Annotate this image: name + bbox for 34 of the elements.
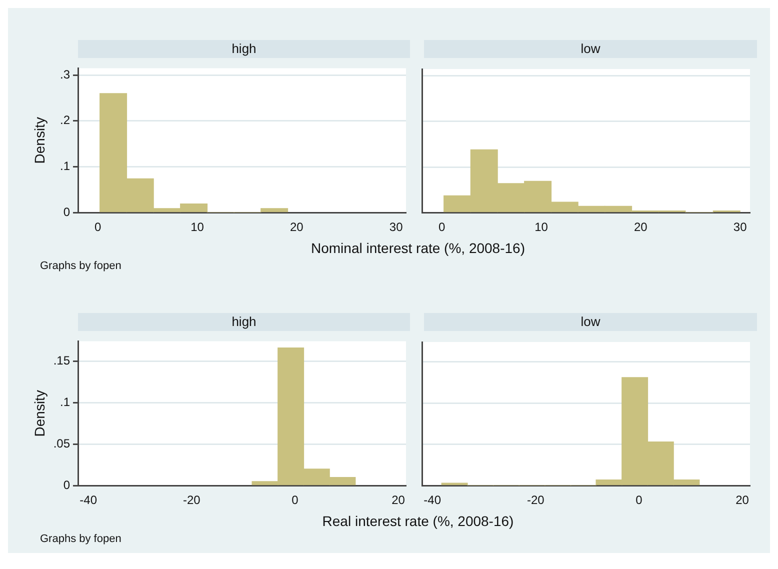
x-tick-label: 0 [636,493,643,508]
y-tick-label: .1 [60,394,70,409]
x-tick-label: 0 [438,220,446,234]
y-tick-label: .2 [60,113,70,128]
x-tick-label: -20 [526,493,545,508]
x-tick-label: 20 [290,220,304,234]
x-tick-label: 30 [733,220,748,234]
x-axis-title: Nominal interest rate (%, 2008-16) [310,240,526,256]
x-tick-label: 30 [389,220,404,234]
chart-title: low [424,40,757,58]
text: Graphs by fopen [40,260,122,272]
y-axis-title: Density [31,390,48,437]
x-tick-label: 10 [190,220,204,234]
x-tick-label: 0 [292,493,299,508]
y-axis-title: Density [31,117,48,164]
x-tick-label: -40 [80,493,98,508]
y-tick-label: .1 [60,159,70,174]
x-axis-title: Real interest rate (%, 2008-16) [321,513,515,529]
x-tick-label: -40 [424,493,442,508]
x-tick-label: 10 [534,220,548,234]
y-tick-label: 0 [63,204,70,219]
chart-title: low [424,313,757,331]
chart-title: high [78,313,410,331]
x-tick-label: 20 [736,493,750,508]
y-tick-label: .15 [53,353,70,368]
y-tick-label: .3 [60,67,70,82]
chart-title: high [78,40,410,58]
x-tick-label: 20 [634,220,648,234]
y-tick-label: .05 [53,436,70,450]
text: Graphs by fopen [40,533,122,545]
x-tick-label: -20 [182,493,201,508]
y-tick-label: 0 [63,478,70,492]
x-tick-label: 20 [392,493,406,508]
x-tick-label: 0 [94,220,102,234]
